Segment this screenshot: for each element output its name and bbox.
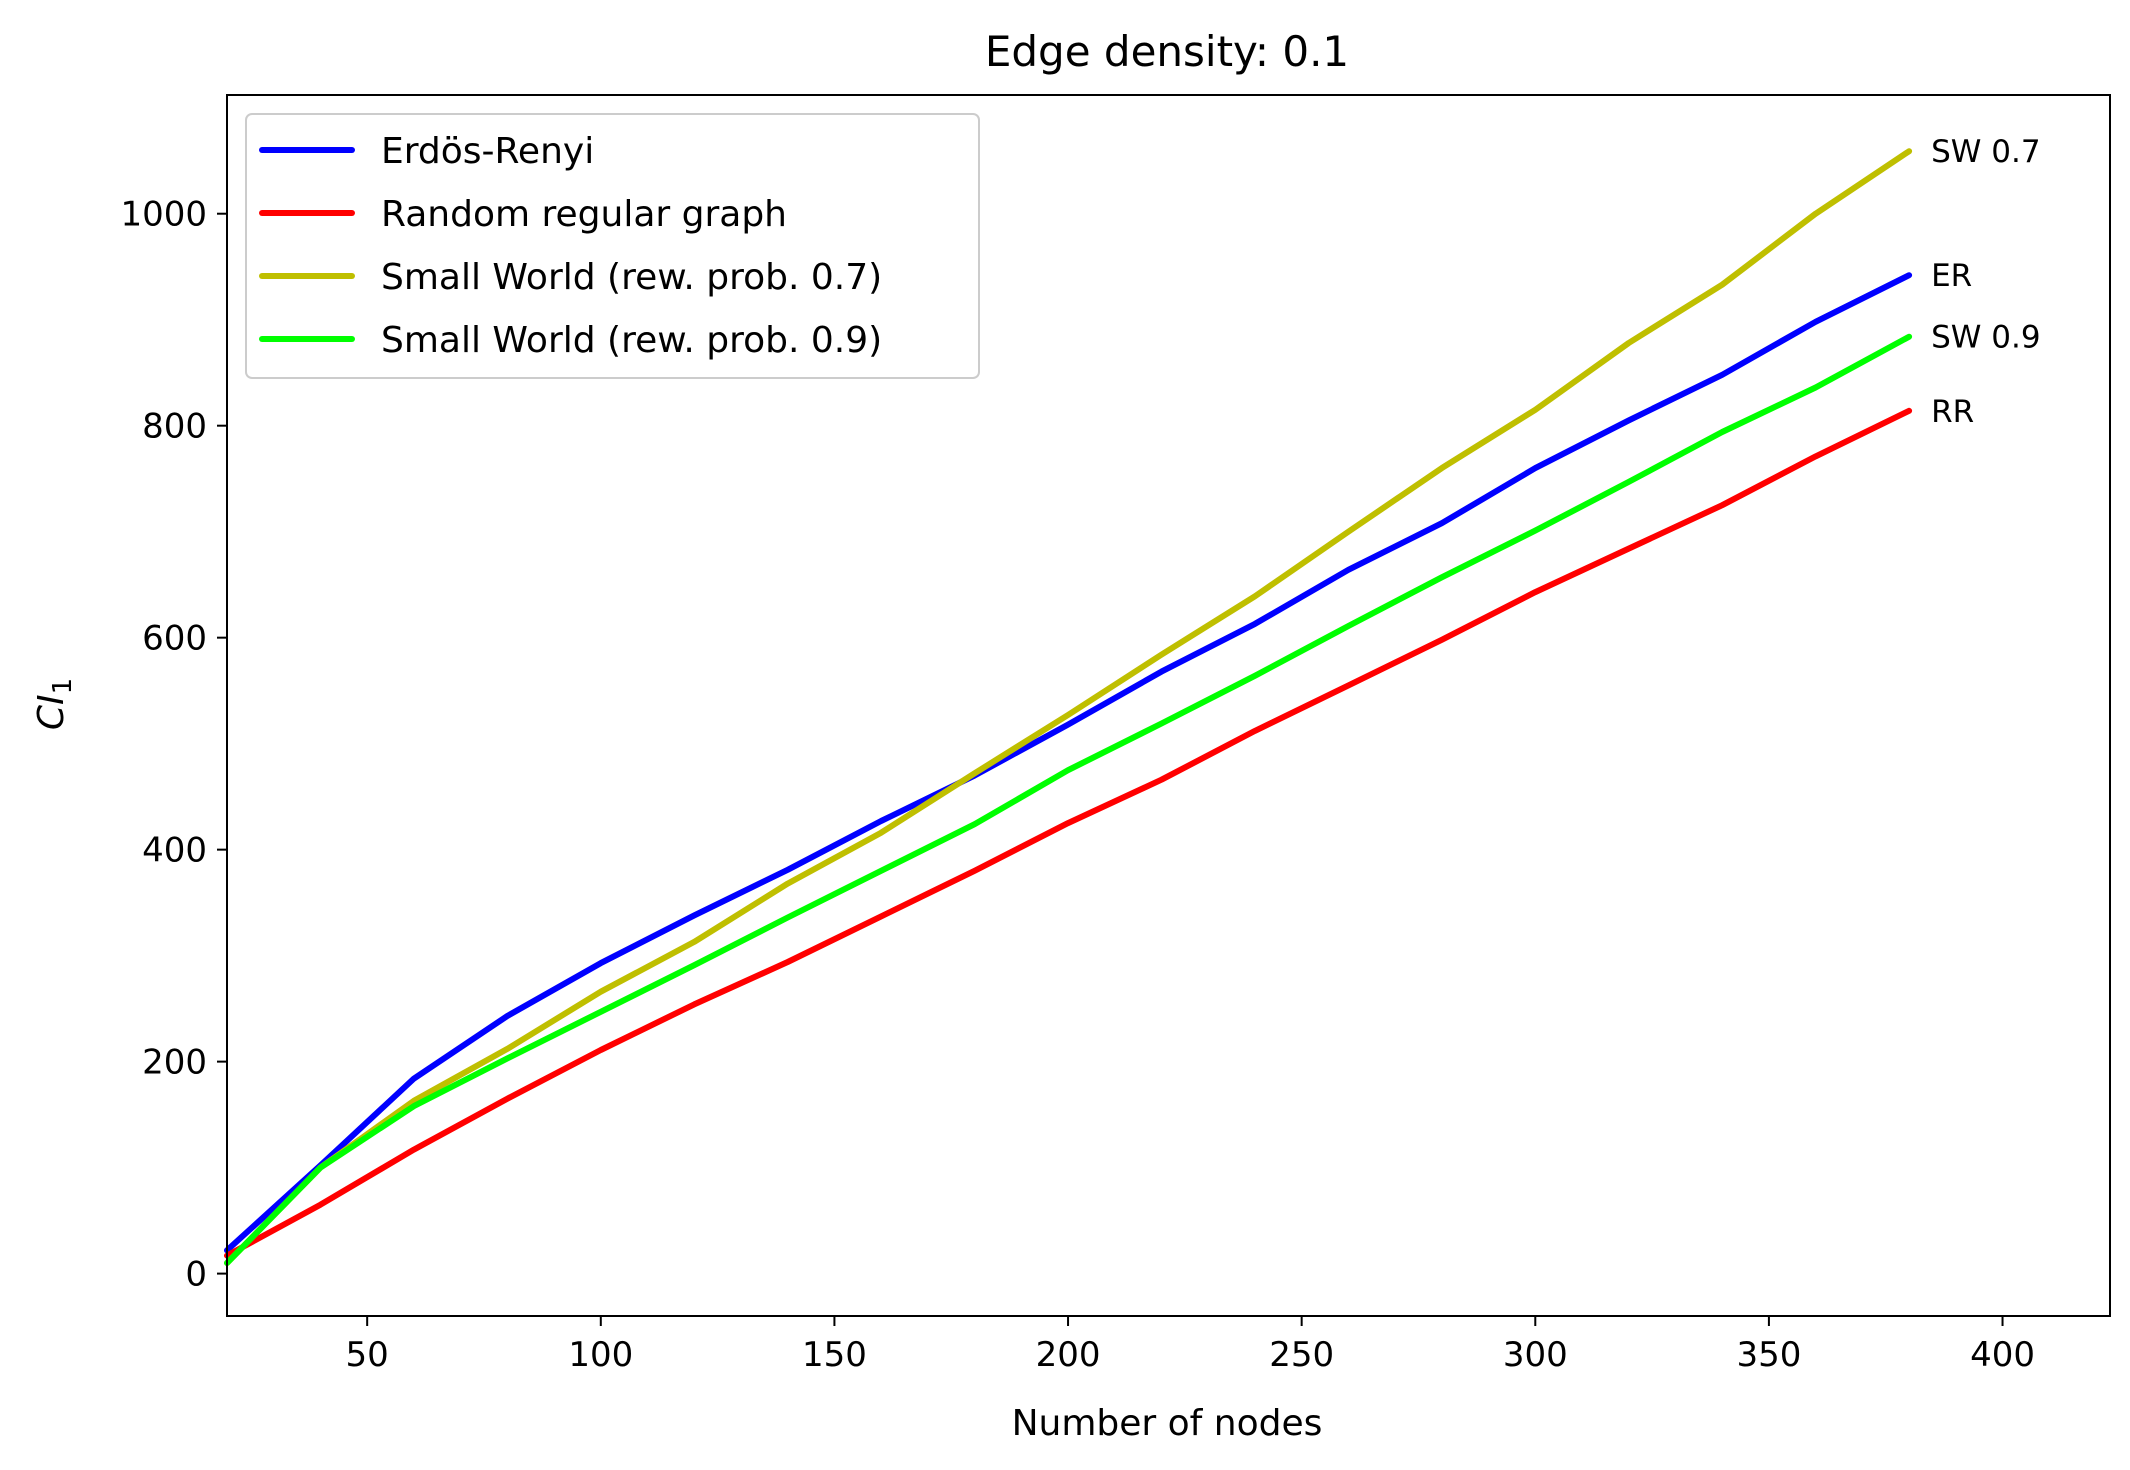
end-label-3: SW 0.7 — [1931, 134, 2040, 170]
series-line-3 — [224, 148, 1913, 1266]
y-axis-title: CI1 — [31, 678, 78, 730]
x-tick-label: 300 — [1503, 1335, 1568, 1375]
legend-label-1: Erdös-Renyi — [381, 131, 594, 172]
plot-content — [224, 148, 1913, 1266]
x-tick-label: 50 — [346, 1335, 389, 1375]
legend-label-2: Random regular graph — [381, 194, 787, 235]
series-line-2 — [224, 407, 1913, 1259]
y-axis-title-sub: 1 — [48, 678, 78, 695]
x-tick-label: 150 — [802, 1335, 867, 1375]
y-tick-label: 400 — [142, 831, 207, 871]
y-tick-label: 0 — [185, 1255, 207, 1295]
plot-frame — [226, 94, 2111, 1317]
y-axis-title-main: CI — [31, 694, 72, 730]
y-tick-label: 600 — [142, 619, 207, 659]
end-label-1: ER — [1931, 258, 1972, 294]
chart-title: Edge density: 0.1 — [985, 27, 1349, 76]
x-tick-label: 350 — [1736, 1335, 1801, 1375]
y-axis: 0 200 400 600 800 1000 — [120, 195, 227, 1295]
legend-label-4: Small World (rew. prob. 0.9) — [381, 320, 882, 361]
series-line-1 — [224, 272, 1913, 1254]
end-labels: ER RR SW 0.7 SW 0.9 — [1931, 134, 2040, 430]
y-tick-label: 800 — [142, 407, 207, 447]
x-tick-label: 100 — [568, 1335, 633, 1375]
end-label-2: RR — [1931, 394, 1974, 430]
y-tick-label: 200 — [142, 1043, 207, 1083]
x-tick-label: 400 — [1970, 1335, 2035, 1375]
x-axis: 50 100 150 200 250 300 350 400 — [346, 1316, 2035, 1375]
end-label-4: SW 0.9 — [1931, 320, 2040, 356]
series-line-4 — [224, 333, 1913, 1266]
legend: Erdös-Renyi Random regular graph Small Wor… — [245, 113, 980, 379]
y-tick-label: 1000 — [120, 195, 207, 235]
x-tick-label: 200 — [1036, 1335, 1101, 1375]
x-tick-label: 250 — [1269, 1335, 1334, 1375]
legend-box — [245, 113, 980, 379]
x-axis-title: Number of nodes — [1012, 1403, 1323, 1444]
legend-label-3: Small World (rew. prob. 0.7) — [381, 257, 882, 298]
